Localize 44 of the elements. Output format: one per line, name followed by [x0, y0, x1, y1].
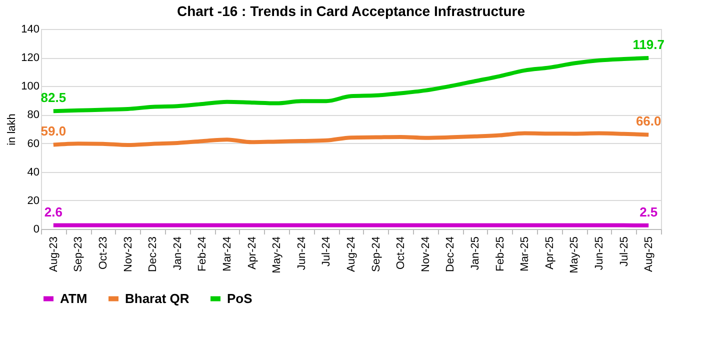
x-tick-label: Jul-25	[618, 236, 630, 266]
x-tick-label: Apr-24	[246, 236, 258, 270]
y-tick-label: 100	[21, 80, 40, 93]
x-tick-label: Nov-23	[122, 236, 134, 272]
x-tick-label: Jan-25	[470, 236, 482, 270]
x-tick-label: Nov-24	[420, 236, 432, 272]
x-tick-label: Mar-24	[222, 236, 234, 272]
data-label: 2.5	[640, 204, 658, 220]
x-tick-label: Sep-24	[370, 236, 382, 272]
y-tick-label: 20	[27, 194, 40, 207]
data-label: 82.5	[40, 90, 66, 106]
y-tick-label: 0	[33, 224, 40, 236]
data-label: 2.6	[44, 204, 62, 220]
x-tick-label: Aug-24	[346, 236, 358, 272]
y-axis-title: in lakh	[6, 114, 18, 146]
data-label: 119.7	[632, 37, 665, 52]
chart-title: Chart -16 : Trends in Card Acceptance Infrastructure	[176, 3, 526, 19]
legend-label: Bharat QR	[125, 290, 190, 306]
x-tick-label: Mar-25	[519, 236, 532, 272]
x-tick-label: Feb-24	[196, 236, 209, 272]
data-label: 66.0	[636, 114, 662, 129]
x-tick-label: Jul-24	[320, 236, 333, 266]
x-tick-label: Dec-23	[147, 236, 160, 272]
x-tick-label: Jun-24	[296, 236, 308, 270]
x-tick-label: May-24	[271, 236, 284, 274]
x-tick-label: Apr-25	[544, 236, 556, 270]
x-tick-label: May-25	[568, 236, 581, 274]
x-tick-label: Aug-25	[643, 236, 656, 272]
x-tick-label: Dec-24	[444, 236, 457, 272]
y-tick-label: 120	[21, 52, 40, 64]
x-tick-label: Oct-24	[395, 236, 408, 270]
x-tick-label: Aug-23	[48, 236, 60, 272]
data-label: 59.0	[40, 124, 66, 139]
x-tick-label: Feb-25	[494, 236, 506, 272]
y-tick-label: 60	[27, 138, 40, 150]
x-tick-label: Jan-24	[172, 236, 184, 270]
legend-label: ATM	[60, 290, 88, 306]
x-tick-label: Jun-25	[594, 236, 606, 270]
legend-label: PoS	[227, 290, 253, 306]
x-tick-label: Oct-23	[98, 236, 110, 270]
y-tick-label: 140	[21, 24, 40, 36]
y-tick-label: 80	[27, 109, 40, 122]
y-tick-label: 40	[27, 166, 40, 178]
x-tick-label: Sep-23	[72, 236, 85, 272]
